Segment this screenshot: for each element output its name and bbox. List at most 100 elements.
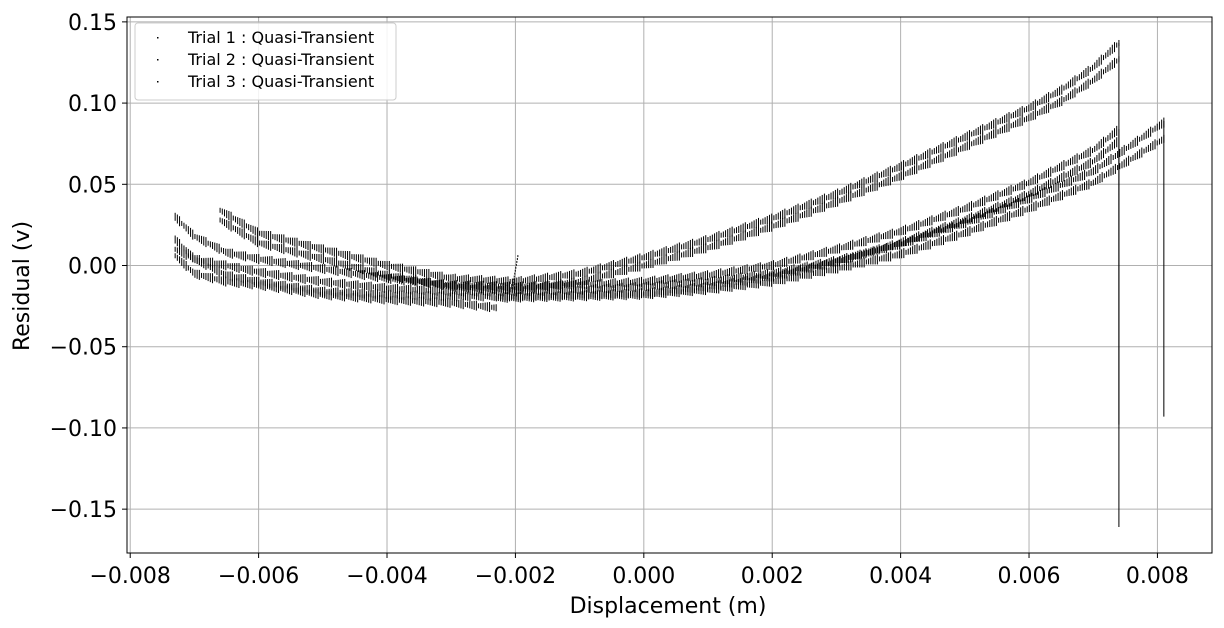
data-point (302, 274, 304, 284)
data-point (762, 226, 764, 233)
data-point (610, 261, 612, 271)
data-point (911, 166, 913, 175)
data-point (711, 234, 713, 242)
data-point (784, 269, 786, 279)
data-point (559, 280, 561, 290)
data-point (1063, 171, 1065, 182)
data-point (828, 248, 830, 254)
data-point (313, 289, 315, 298)
data-point (678, 250, 680, 261)
data-point (403, 290, 405, 301)
data-point (896, 164, 898, 172)
data-point (693, 288, 695, 294)
data-point (1103, 173, 1105, 179)
data-point (877, 247, 879, 254)
data-point (663, 255, 665, 265)
data-point (518, 276, 520, 286)
data-point (231, 278, 233, 286)
data-point (1004, 124, 1006, 133)
data-point (544, 273, 546, 283)
data-point (907, 226, 909, 232)
data-point (447, 281, 449, 288)
data-point (420, 296, 422, 306)
data-point (500, 277, 502, 285)
data-point (439, 271, 441, 281)
data-point (401, 297, 403, 304)
data-point (863, 177, 865, 188)
data-point (304, 262, 306, 270)
data-point (747, 224, 749, 230)
data-point (709, 243, 711, 250)
data-point (828, 258, 830, 267)
data-point (484, 302, 486, 311)
data-point (925, 160, 927, 169)
data-point (571, 278, 573, 288)
data-point (228, 220, 230, 230)
data-point (1019, 182, 1021, 191)
data-point (769, 271, 771, 277)
data-point (940, 143, 942, 153)
data-point (544, 281, 546, 290)
data-point (274, 234, 276, 241)
data-point (445, 282, 447, 289)
data-point (207, 263, 209, 269)
data-point (1008, 197, 1010, 207)
data-point (808, 252, 810, 261)
data-point (317, 276, 319, 287)
data-point (548, 287, 550, 295)
data-point (801, 267, 803, 273)
data-point (891, 228, 893, 239)
data-point (430, 286, 432, 294)
data-point (885, 232, 887, 240)
x-tick-label: −0.008 (89, 564, 170, 589)
data-point (1052, 91, 1054, 98)
data-point (245, 251, 247, 262)
data-point (1028, 104, 1030, 112)
data-point (278, 234, 280, 243)
data-point (1119, 163, 1121, 170)
data-point (753, 228, 755, 237)
data-point (517, 255, 519, 258)
data-point (1096, 59, 1098, 68)
data-point (916, 243, 918, 254)
data-point (227, 248, 229, 257)
data-point (768, 222, 770, 232)
data-point (685, 242, 687, 250)
data-point (595, 284, 597, 295)
data-point (236, 278, 238, 288)
data-point (639, 283, 641, 290)
data-point (526, 283, 528, 290)
data-point (1062, 181, 1064, 188)
data-point (456, 280, 458, 291)
data-point (385, 274, 387, 283)
data-point (881, 180, 883, 187)
data-point (718, 283, 720, 294)
data-point (1023, 179, 1025, 190)
data-point (305, 240, 307, 249)
data-point (714, 241, 716, 250)
data-point (863, 249, 865, 259)
data-point (349, 260, 351, 271)
data-point (663, 288, 665, 298)
data-point (825, 259, 827, 270)
data-point (337, 266, 339, 277)
data-point (247, 279, 249, 288)
data-point (1040, 189, 1042, 198)
data-point (1158, 121, 1160, 130)
data-point (946, 142, 948, 149)
data-point (1028, 191, 1030, 198)
data-point (984, 206, 986, 217)
data-point (547, 272, 549, 283)
data-point (247, 254, 249, 260)
data-point (352, 293, 354, 302)
data-point (522, 294, 524, 300)
data-point (822, 260, 824, 266)
data-point (608, 270, 610, 279)
data-point (812, 250, 814, 261)
data-point (414, 286, 416, 293)
data-point (1114, 163, 1116, 174)
data-point (835, 264, 837, 274)
data-point (370, 293, 372, 304)
data-point (603, 292, 605, 299)
data-point (495, 295, 497, 301)
